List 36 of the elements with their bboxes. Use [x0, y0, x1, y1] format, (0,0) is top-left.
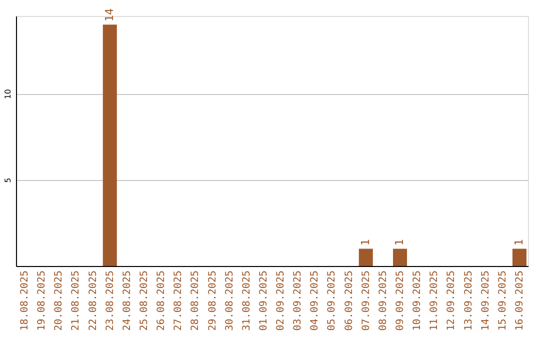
x-tick-label: 14.09.2025: [480, 270, 492, 331]
x-tick-label: 01.09.2025: [258, 270, 270, 331]
x-tick-label: 16.09.2025: [514, 270, 526, 331]
x-tick-label: 04.09.2025: [310, 270, 321, 331]
x-tick-label: 25.08.2025: [139, 270, 150, 331]
x-tick-label: 15.09.2025: [497, 270, 508, 331]
x-tick-label: 18.08.2025: [20, 270, 31, 331]
x-tick-label: 06.09.2025: [344, 270, 355, 331]
x-tick-label: 08.09.2025: [378, 270, 389, 331]
x-tick-label: 12.09.2025: [446, 270, 458, 331]
x-tick-label: 02.09.2025: [276, 270, 287, 331]
x-tick-label: 31.08.2025: [241, 270, 252, 331]
x-tick-label: 05.09.2025: [326, 270, 338, 331]
x-tick-label: 24.08.2025: [122, 270, 133, 331]
x-tick-label: 23.08.2025: [104, 270, 116, 331]
x-tick-label: 30.08.2025: [224, 270, 236, 331]
data-label: 1: [358, 239, 372, 246]
data-label: 1: [393, 239, 406, 246]
x-tick-label: 27.08.2025: [173, 270, 184, 331]
x-tick-label: 13.09.2025: [463, 270, 474, 331]
x-tick-label: 22.08.2025: [88, 270, 99, 331]
x-tick-label: 20.08.2025: [54, 270, 65, 331]
x-tick-label: 10.09.2025: [412, 270, 424, 331]
x-tick-label: 21.08.2025: [70, 270, 82, 331]
x-tick-label: 29.08.2025: [207, 270, 218, 331]
y-tick-label: 10: [4, 88, 12, 100]
y-tick-label: 5: [4, 178, 12, 183]
x-tick-label: 07.09.2025: [360, 270, 372, 331]
x-tick-label: 19.08.2025: [36, 270, 48, 331]
data-label: 14: [102, 8, 116, 22]
x-tick-label: 09.09.2025: [395, 270, 406, 331]
data-label: 1: [512, 239, 526, 246]
x-tick-label: 26.08.2025: [156, 270, 168, 331]
x-tick-label: 11.09.2025: [429, 270, 440, 331]
x-tick-label: 28.08.2025: [190, 270, 202, 331]
x-tick-label: 03.09.2025: [292, 270, 304, 331]
